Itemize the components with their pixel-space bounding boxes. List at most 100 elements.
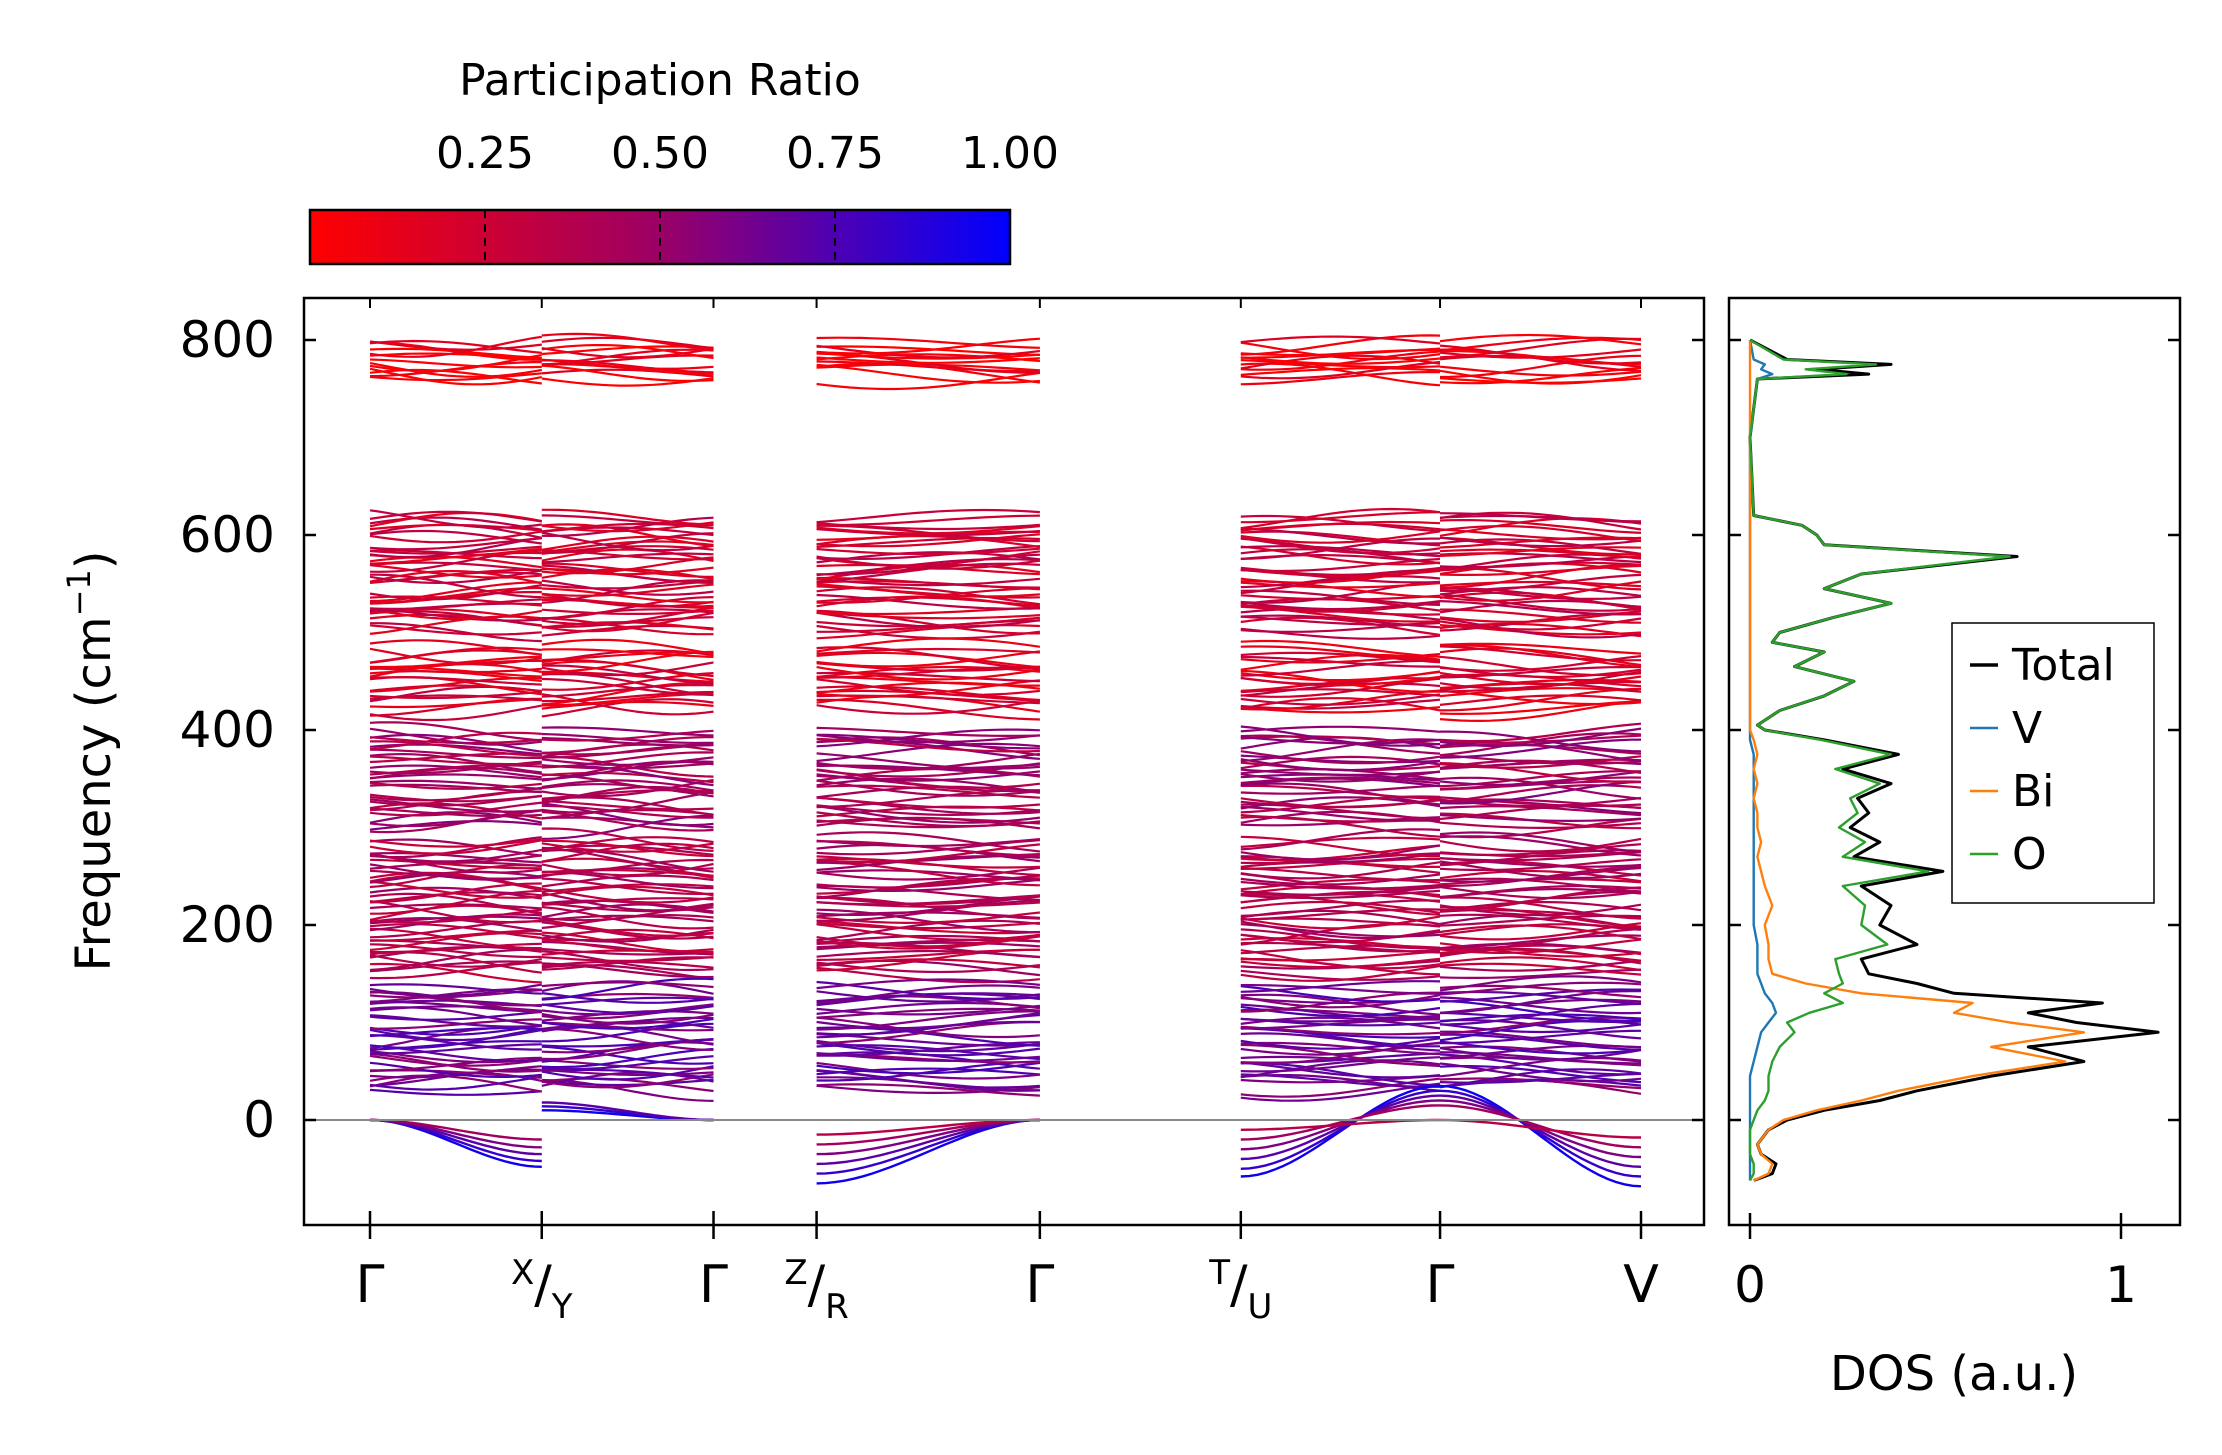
phonon-band [1240,511,1441,524]
phonon-band [1440,1030,1642,1049]
phonon-band [369,1010,542,1021]
dos-x-tick-label: 0 [1734,1256,1766,1314]
phonon-band [1240,899,1441,917]
acoustic-band [541,1101,714,1122]
acoustic-band [816,1118,1040,1136]
phonon-band [541,1078,714,1102]
phonon-band [1439,981,1642,996]
phonon-band [816,978,1041,990]
phonon-band [1439,759,1642,774]
phonon-band [1439,754,1642,765]
phonon-band [541,950,714,972]
phonon-band [1439,734,1642,744]
phonon-band [1439,336,1642,352]
phonon-band [1240,347,1441,357]
phonon-band [816,508,1040,524]
phonon-band [541,1047,714,1069]
phonon-band [816,899,1040,922]
phonon-band [1240,688,1441,697]
acoustic-band [816,1118,1040,1156]
phonon-band [1439,536,1642,549]
phonon-band [370,1043,542,1055]
acoustic-band [1240,1089,1441,1170]
phonon-band [1439,877,1642,893]
phonon-band [369,886,542,900]
phonon-band [541,672,714,697]
phonon-band [1439,927,1642,951]
phonon-band [1240,886,1441,896]
x-tick-label-split: Z/R [784,1253,848,1327]
band-axis-ticks: 0 200 400 600 800 Γ X/Y Γ Z/R Γ T/U Γ V [180,298,1704,1327]
phonon-band [369,530,542,544]
phonon-band [1240,537,1440,560]
phonon-band [369,598,542,610]
phonon-band [1240,867,1441,882]
phonon-band [1240,893,1441,916]
phonon-band [369,748,542,759]
phonon-band [1439,896,1642,920]
phonon-band [1439,727,1642,748]
phonon-band [1439,645,1642,662]
phonon-band [816,1011,1041,1030]
phonon-band [816,1061,1041,1075]
phonon-band [1439,536,1642,556]
band-axes-frame [302,296,1706,1227]
phonon-band [541,1065,714,1081]
phonon-band [816,919,1041,942]
phonon-band [541,1038,714,1048]
phonon-band [1439,1011,1642,1024]
phonon-band [1439,1065,1642,1084]
phonon-band [1440,608,1642,624]
colorbar: Participation Ratio 0.25 0.50 0.75 1.00 [308,55,1059,266]
phonon-band [541,887,714,904]
phonon-band [369,335,542,358]
phonon-band [1439,655,1642,677]
phonon-band [541,1045,714,1065]
phonon-band [1240,594,1441,601]
phonon-band [1240,984,1441,995]
phonon-band [541,1055,714,1071]
phonon-band [541,566,714,576]
phonon-band [816,1067,1040,1076]
phonon-band [541,858,714,876]
phonon-band [816,1016,1040,1039]
phonon-band [1439,738,1642,759]
phonon-band [369,704,543,722]
phonon-band [369,536,542,559]
phonon-band [1240,880,1441,890]
dos-legend: Total V Bi O [1951,622,2155,904]
phonon-band [541,514,714,527]
dos-series-o [1748,338,2011,1182]
phonon-band [1439,813,1642,823]
acoustic-band [1439,1118,1641,1139]
phonon-band [1439,837,1642,853]
phonon-band [1439,722,1642,743]
phonon-band [369,740,542,757]
phonon-band [816,698,1040,721]
phonon-band [816,779,1041,797]
y-tick-label: 600 [180,506,275,564]
acoustic-band [1439,1084,1642,1188]
phonon-band [1439,762,1641,784]
phonon-band [541,921,714,940]
phonon-band [1439,1018,1642,1040]
phonon-band [369,858,542,870]
phonon-band [369,880,542,899]
phonon-band [1439,858,1642,872]
phonon-band [1439,671,1642,686]
phonon-band [1240,1041,1441,1056]
phonon-band [541,1073,714,1089]
phonon-band [369,801,542,817]
acoustic-band [369,1118,542,1156]
phonon-band [369,1052,542,1073]
phonon-band [816,352,1040,360]
phonon-band [1439,519,1642,534]
phonon-band [369,509,542,529]
phonon-band [369,923,542,940]
legend-label: Total [2011,640,2115,691]
phonon-band [541,762,714,770]
phonon-band [816,525,1040,535]
phonon-band [369,516,542,531]
phonon-band [1240,507,1441,530]
